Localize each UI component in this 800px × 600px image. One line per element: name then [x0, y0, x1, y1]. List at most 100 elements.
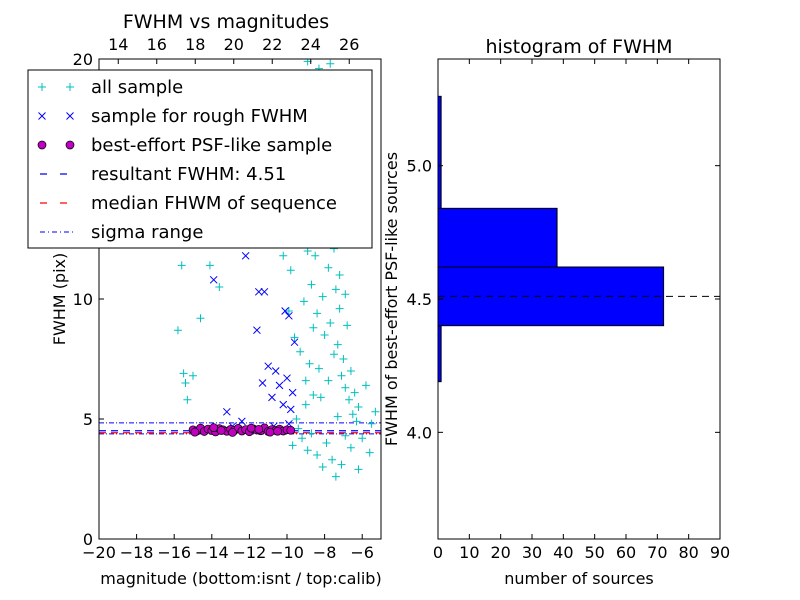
histogram-y-axis-label: FWHM of best-effort PSF-like sources — [382, 152, 401, 446]
x-tick-label: −12 — [233, 543, 267, 562]
all-sample-point — [320, 331, 329, 339]
all-sample-point — [179, 369, 188, 378]
psf-sample-point — [246, 423, 256, 433]
psf-sample-point — [286, 425, 296, 435]
all-sample-point — [183, 395, 192, 404]
y-tick-label: 0 — [83, 530, 93, 549]
all-sample-point — [335, 304, 344, 313]
hist-x-tick-label: 80 — [678, 543, 698, 562]
top-x-tick-label: 16 — [147, 35, 167, 54]
all-sample-point — [292, 415, 301, 423]
psf-sample-point — [209, 423, 219, 432]
all-sample-point — [298, 434, 307, 443]
all-sample-point — [348, 410, 357, 419]
rough-fwhm-point — [281, 307, 289, 315]
all-sample-point — [335, 271, 344, 279]
rough-fwhm-point — [260, 287, 269, 296]
all-sample-point — [345, 395, 354, 404]
scatter-y-axis-label: FWHM (pix) — [50, 253, 69, 346]
all-sample-point — [365, 448, 374, 457]
all-sample-point — [328, 455, 337, 464]
all-sample-point — [333, 412, 342, 421]
scatter-title: FWHM vs magnitudes — [123, 11, 329, 33]
all-sample-point — [215, 283, 224, 291]
x-tick-label: −20 — [82, 543, 116, 562]
rough-fwhm-point — [222, 407, 231, 416]
x-tick-label: −18 — [120, 543, 154, 562]
all-sample-point — [322, 439, 331, 447]
top-x-tick-label: 26 — [339, 35, 359, 54]
scatter-x-axis-label: magnitude (bottom:isnt / top:calib) — [100, 569, 381, 588]
all-sample-point — [346, 443, 355, 452]
legend-label: all sample — [91, 77, 183, 98]
psf-sample-point — [273, 426, 282, 436]
all-sample-point — [358, 434, 367, 443]
all-sample-point — [177, 261, 186, 270]
all-sample-point — [307, 429, 316, 438]
all-sample-point — [307, 280, 316, 289]
all-sample-point — [337, 371, 346, 380]
hist-x-tick-label: 40 — [553, 543, 573, 562]
legend-label: resultant FWHM: 4.51 — [91, 164, 286, 185]
all-sample-point — [288, 441, 297, 450]
histogram-title: histogram of FWHM — [485, 36, 672, 58]
legend-x-marker — [66, 112, 74, 120]
hist-y-tick-label: 4.5 — [407, 290, 432, 309]
all-sample-point — [301, 400, 310, 409]
rough-fwhm-point — [241, 251, 250, 260]
x-tick-label: −16 — [157, 543, 191, 562]
rough-fwhm-point — [238, 417, 246, 426]
y-tick-label: 20 — [73, 50, 93, 69]
legend-x-marker — [38, 112, 46, 120]
all-sample-point — [324, 263, 333, 272]
hist-x-tick-label: 60 — [616, 543, 636, 562]
x-tick-label: −6 — [350, 543, 374, 562]
all-sample-point — [299, 297, 308, 306]
psf-sample-point — [228, 428, 237, 437]
all-sample-point — [196, 314, 205, 323]
legend-label: best-effort PSF-like sample — [91, 135, 332, 156]
legend-label: sample for rough FWHM — [91, 106, 308, 127]
all-sample-point — [313, 451, 322, 459]
rough-fwhm-point — [286, 405, 295, 414]
rough-fwhm-point — [283, 374, 291, 383]
histogram-x-axis-label: number of sources — [504, 569, 654, 588]
all-sample-point — [341, 383, 350, 392]
all-sample-point — [337, 460, 346, 469]
all-sample-point — [371, 407, 380, 416]
all-sample-point — [316, 393, 325, 402]
all-sample-point — [350, 388, 359, 397]
all-sample-point — [339, 355, 348, 363]
legend-plus-marker — [66, 83, 74, 91]
all-sample-point — [311, 251, 320, 260]
hist-x-tick-label: 90 — [710, 543, 730, 562]
y-tick-label: 5 — [83, 410, 93, 429]
all-sample-point — [367, 419, 376, 428]
rough-fwhm-point — [254, 287, 263, 296]
all-sample-point — [354, 465, 363, 474]
all-sample-point — [343, 321, 352, 330]
psf-sample-point — [190, 427, 200, 437]
all-sample-point — [324, 376, 333, 385]
all-sample-point — [341, 431, 350, 440]
hist-x-tick-label: 30 — [522, 543, 542, 562]
all-sample-point — [361, 381, 370, 390]
legend-plus-marker — [38, 83, 46, 91]
hist-x-tick-label: 10 — [459, 543, 479, 562]
rough-fwhm-point — [271, 367, 280, 375]
x-tick-label: −14 — [195, 543, 229, 562]
all-sample-point — [173, 326, 182, 335]
all-sample-point — [333, 340, 342, 349]
rough-fwhm-point — [209, 275, 218, 284]
histogram-panel: 0 10 20 30 40 50 60 70 80 90 4.0 4.5 5.0 histogram of… — [382, 36, 730, 588]
all-sample-point — [189, 371, 197, 380]
legend-label: median FHWM of sequence — [91, 193, 337, 214]
rough-fwhm-point — [275, 381, 284, 390]
all-sample-point — [205, 261, 214, 270]
all-sample-point — [284, 307, 293, 315]
all-sample-point — [305, 359, 314, 368]
psf-sample-point — [254, 424, 264, 434]
hist-y-tick-label: 5.0 — [407, 157, 432, 176]
hist-x-tick-label: 70 — [647, 543, 667, 562]
all-sample-point — [309, 323, 318, 332]
